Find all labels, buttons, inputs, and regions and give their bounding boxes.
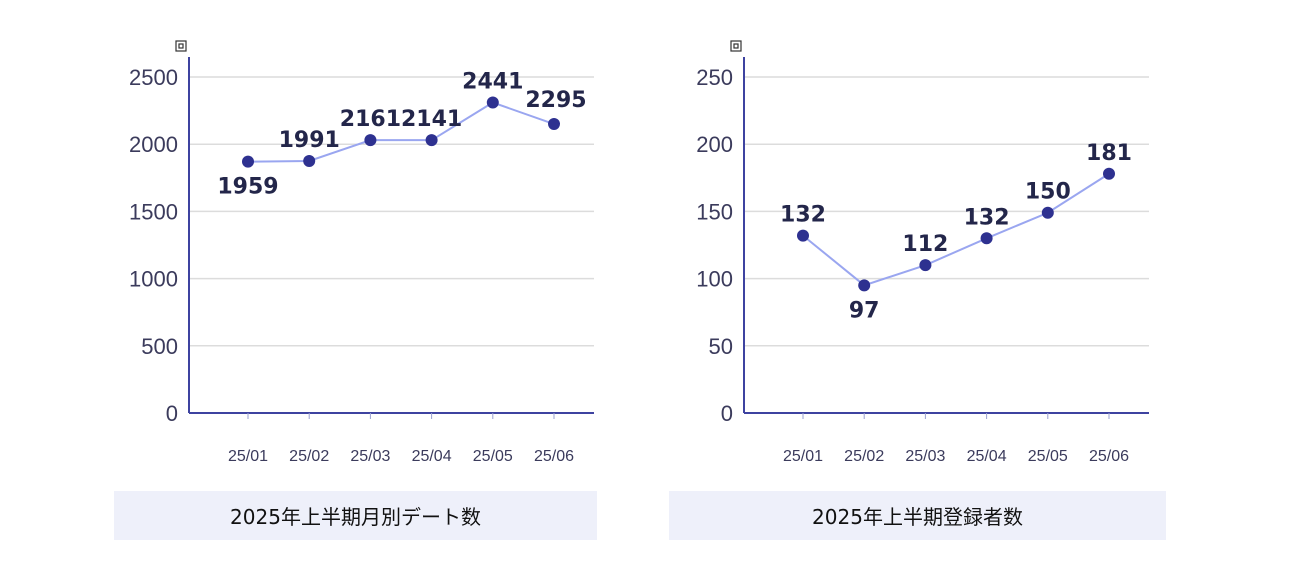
data-label: 181 — [1086, 141, 1132, 166]
x-tick-label: 25/05 — [1028, 448, 1068, 465]
y-tick-label: 2500 — [129, 65, 178, 90]
x-tick-label: 25/01 — [228, 448, 268, 465]
series-line — [247, 101, 555, 163]
y-tick-label: 100 — [696, 267, 733, 292]
data-label: 1959 — [217, 175, 278, 200]
data-point — [242, 155, 254, 168]
data-point — [425, 134, 438, 147]
data-label: 2161 — [340, 107, 401, 132]
data-point — [486, 96, 499, 109]
x-tick-label: 25/01 — [783, 448, 823, 465]
corner-toolbox-icon[interactable] — [730, 40, 742, 52]
corner-toolbox-icon[interactable] — [175, 40, 187, 52]
y-tick-label: 1000 — [129, 267, 178, 292]
x-tick-label: 25/02 — [289, 448, 329, 465]
data-point — [1103, 167, 1115, 180]
x-tick-label: 25/02 — [844, 448, 884, 465]
y-tick-label: 0 — [721, 401, 733, 426]
x-tick-label: 25/03 — [905, 448, 945, 465]
y-tick-label: 2000 — [129, 132, 178, 157]
chart-monthly-dates: 0 500 1000 1500 2000 2500 25/01 25/02 25/03 25/04… — [0, 0, 597, 563]
data-point — [980, 232, 993, 245]
series-line — [802, 172, 1110, 287]
data-label: 132 — [964, 205, 1010, 230]
data-point — [858, 279, 871, 292]
data-label: 2441 — [462, 70, 523, 95]
chart-caption-registrations: 2025年上半期登録者数 — [669, 491, 1166, 540]
data-point — [303, 155, 316, 167]
data-point — [919, 259, 932, 272]
data-label: 97 — [849, 298, 880, 323]
data-label: 2141 — [401, 107, 462, 132]
data-label: 112 — [902, 232, 948, 257]
y-tick-label: 150 — [696, 199, 733, 224]
x-tick-label: 25/03 — [350, 448, 390, 465]
chart-registrations: 0 50 100 150 200 250 25/01 25/02 25/03 25/04 25/05… — [555, 0, 1166, 563]
y-tick-label: 0 — [166, 401, 178, 426]
data-label: 150 — [1025, 180, 1071, 205]
data-point — [1041, 206, 1054, 219]
x-tick-label: 25/06 — [1089, 448, 1129, 465]
data-label: 1991 — [279, 128, 340, 153]
chart-svg-registrations: 0 50 100 150 200 250 25/01 25/02 25/03 25/04 25/05… — [696, 40, 1149, 465]
chart-svg-monthly-dates: 0 500 1000 1500 2000 2500 25/01 25/02 25/03 25/04… — [129, 40, 594, 465]
x-tick-label: 25/05 — [473, 448, 513, 465]
y-tick-label: 200 — [696, 132, 733, 157]
data-point — [364, 134, 377, 147]
data-point — [797, 229, 809, 242]
x-tick-label: 25/04 — [412, 448, 452, 465]
y-tick-label: 500 — [141, 334, 178, 359]
x-tick-label: 25/06 — [534, 448, 574, 465]
data-label: 2295 — [525, 88, 586, 113]
chart-caption-monthly-dates: 2025年上半期月別デート数 — [114, 491, 597, 540]
data-label: 132 — [780, 203, 826, 228]
y-tick-label: 50 — [709, 334, 733, 359]
data-point — [548, 118, 560, 131]
y-tick-label: 1500 — [129, 199, 178, 224]
y-tick-label: 250 — [696, 65, 733, 90]
x-tick-label: 25/04 — [967, 448, 1007, 465]
